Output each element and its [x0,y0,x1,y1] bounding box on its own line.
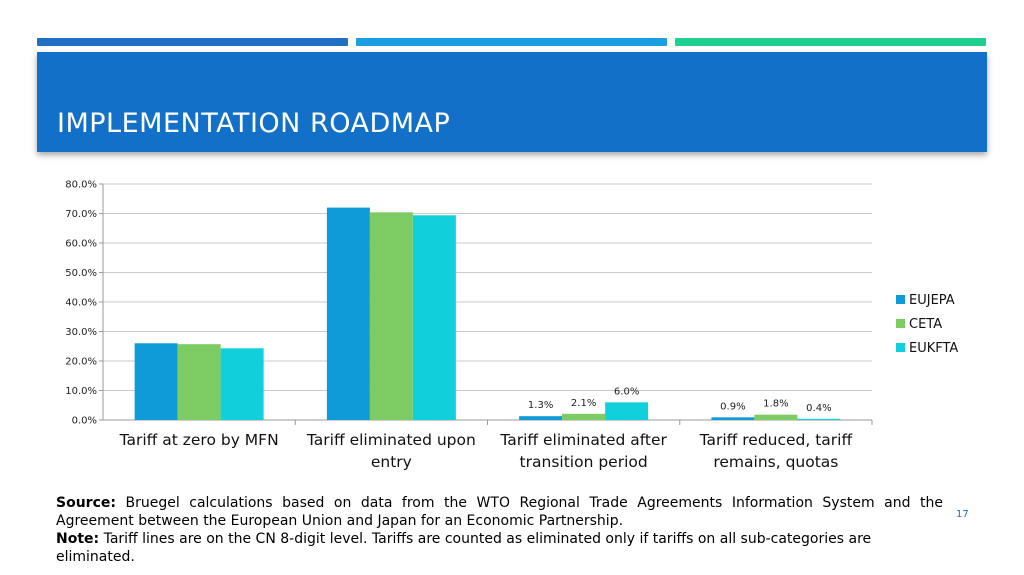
data-label: 2.1% [571,398,596,409]
accent-bar-1 [37,38,348,46]
bar-ceta [177,344,221,420]
data-label: 0.9% [720,401,745,412]
bar-eujepa [134,343,178,420]
x-category-label: entry [371,453,412,471]
data-label: 1.8% [763,399,788,410]
slide-title: IMPLEMENTATION ROADMAP [57,108,451,139]
method-note: Note: Tariff lines are on the CN 8-digit… [56,530,943,566]
source-text: Bruegel calculations based on data from … [56,495,943,529]
bar-ceta [754,414,798,420]
source-note: Source: Bruegel calculations based on da… [56,494,943,530]
bar-ceta [369,212,413,420]
bar-ceta [562,413,606,420]
legend-swatch-eukfta [896,343,905,352]
y-tick-label: 50.0% [65,268,97,279]
x-category-label: transition period [520,453,648,471]
legend-label-eukfta: EUKFTA [909,341,958,356]
y-tick-label: 70.0% [65,209,97,220]
title-banner: IMPLEMENTATION ROADMAP [37,52,987,152]
bar-eukfta [797,418,841,420]
x-category-label: Tariff at zero by MFN [119,431,279,449]
y-tick-label: 20.0% [65,357,97,368]
accent-bar-3 [675,38,986,46]
bar-chart: 0.0% 10.0% 20.0% 30.0% 40.0% 50.0% 60.0% 70.0% 8… [65,180,958,472]
bar-eujepa [711,417,755,420]
data-label: 6.0% [614,386,639,397]
source-label: Source: [56,495,116,511]
y-tick-label: 0.0% [72,416,97,427]
bar-eujepa [519,416,563,420]
legend-label-eujepa: EUJEPA [909,293,955,308]
footer-notes: Source: Bruegel calculations based on da… [56,494,943,566]
page-number: 17 [956,509,969,520]
note-label: Note: [56,531,100,547]
data-label: 1.3% [528,400,553,411]
y-tick-label: 60.0% [65,239,97,250]
y-tick-label: 10.0% [65,386,97,397]
y-tick-label: 30.0% [65,327,97,338]
x-category-label: Tariff eliminated after [499,431,667,449]
x-category-label: remains, quotas [713,453,838,471]
y-tick-label: 40.0% [65,298,97,309]
bar-eukfta [605,402,649,420]
note-text: Tariff lines are on the CN 8-digit level… [56,531,872,565]
bar-eukfta [220,348,264,420]
bar-eukfta [412,215,456,420]
x-category-label: Tariff eliminated upon [306,431,476,449]
legend-swatch-eujepa [896,295,905,304]
accent-bar-2 [356,38,667,46]
bar-eujepa [326,207,370,420]
legend-swatch-ceta [896,319,905,328]
x-category-label: Tariff reduced, tariff [699,431,853,449]
legend-label-ceta: CETA [909,317,942,332]
data-label: 0.4% [806,403,831,414]
y-tick-label: 80.0% [65,180,97,191]
